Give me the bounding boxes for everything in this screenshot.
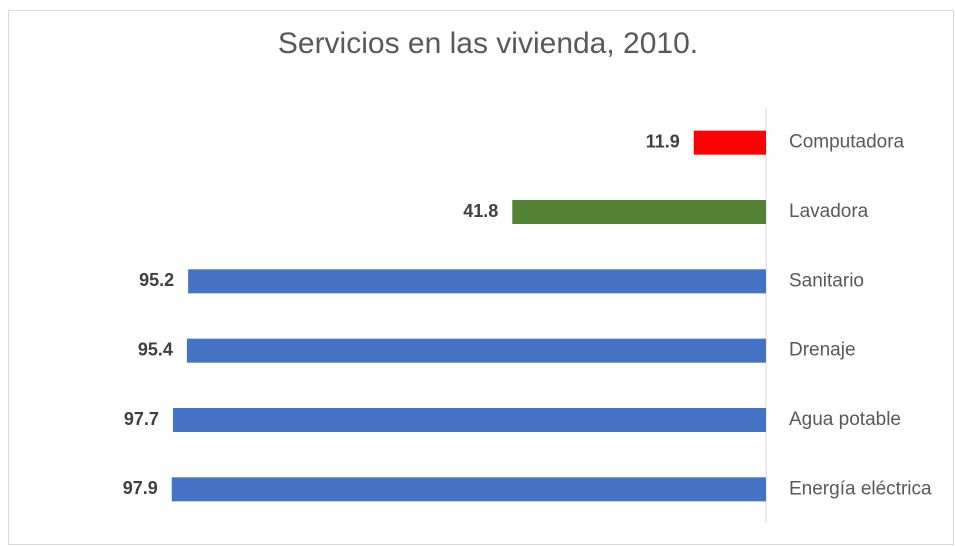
data-label: 41.8 [463, 201, 498, 221]
bar [171, 477, 766, 502]
bar [188, 269, 767, 294]
category-label: Energía eléctrica [789, 478, 932, 499]
category-label: Computadora [789, 132, 905, 153]
category-label: Lavadora [789, 201, 869, 222]
category-label: Sanitario [789, 270, 864, 291]
category-label: Drenaje [789, 340, 856, 361]
bar [693, 130, 766, 155]
bar [172, 408, 766, 432]
chart-title: Servicios en las vivienda, 2010. [278, 27, 698, 60]
data-label: 97.7 [124, 409, 159, 429]
bar [186, 338, 766, 363]
data-label: 11.9 [646, 131, 680, 151]
data-label: 95.2 [139, 270, 174, 290]
data-label: 97.9 [123, 478, 158, 498]
bar [512, 200, 766, 224]
data-label: 95.4 [138, 339, 173, 359]
category-label: Agua potable [789, 409, 901, 430]
